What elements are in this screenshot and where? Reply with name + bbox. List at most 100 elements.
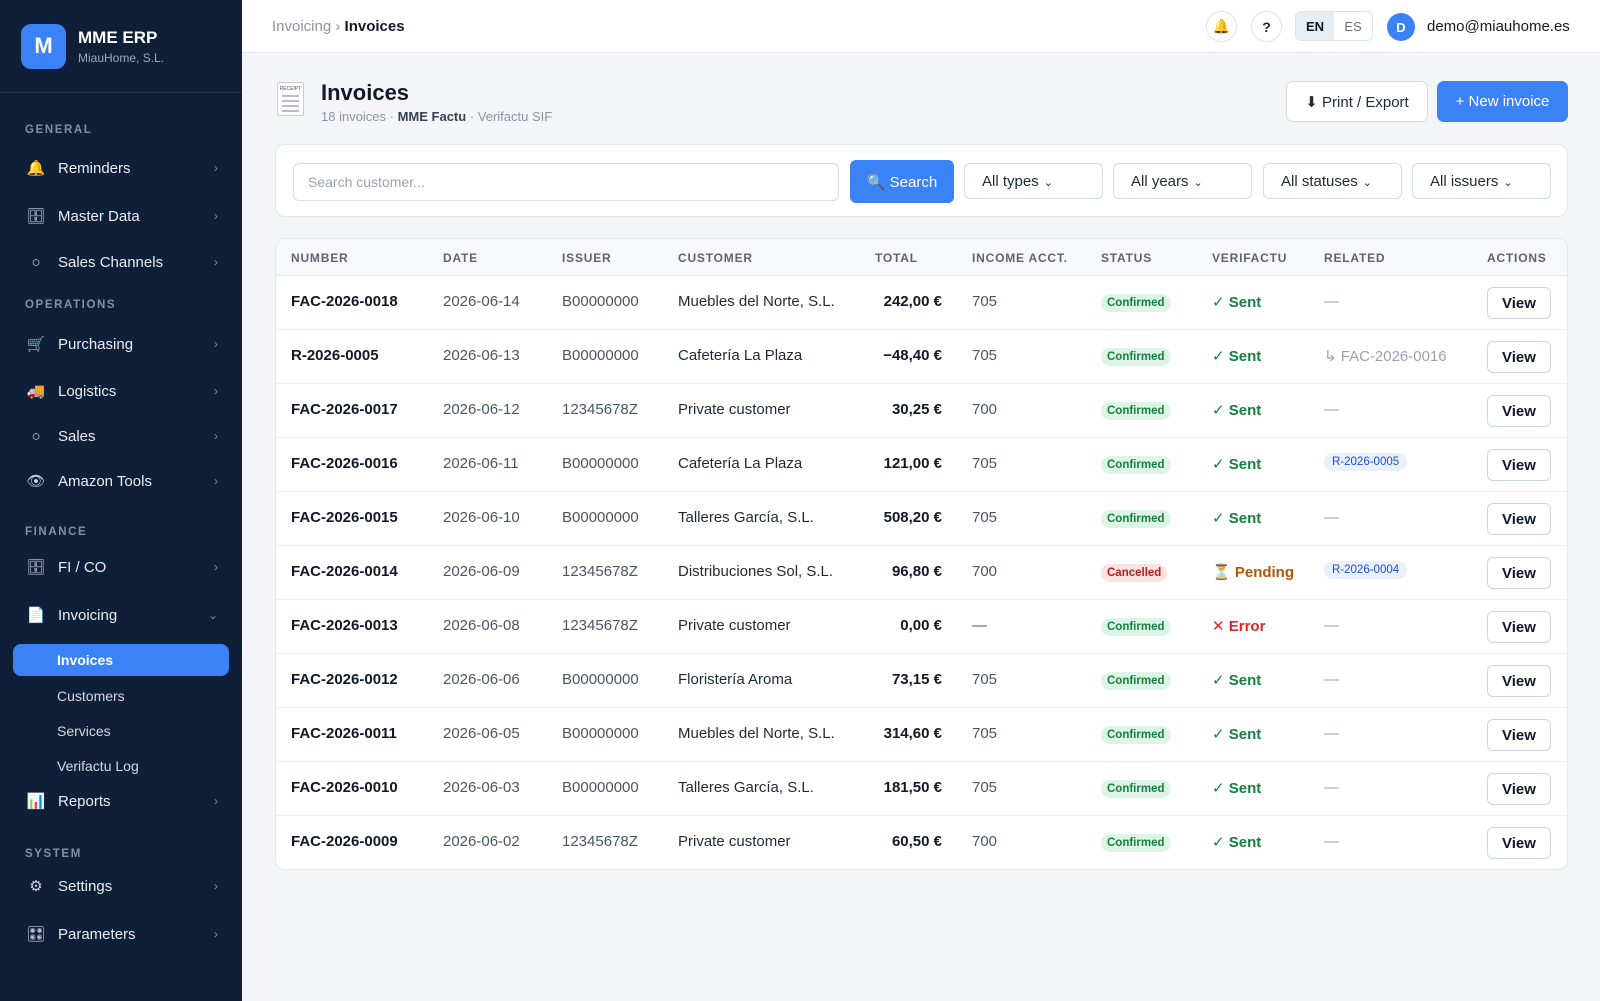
breadcrumb: Invoicing › Invoices	[272, 18, 405, 35]
view-invoice-button[interactable]: View	[1487, 503, 1551, 535]
sidebar-subitem-customers[interactable]: Customers	[13, 680, 229, 712]
avatar[interactable]: D	[1387, 13, 1415, 41]
new-invoice-button[interactable]: + New invoice	[1437, 81, 1568, 122]
invoice-date: 2026-06-10	[443, 509, 520, 526]
sidebar-item-amazon-tools[interactable]: 👁 Amazon Tools ›	[0, 461, 242, 501]
column-header-number[interactable]: NUMBER	[291, 251, 349, 265]
table-row[interactable]: FAC-2026-0012 2026-06-06 B00000000 Floriste…	[276, 654, 1567, 708]
related-invoice-link[interactable]: R-2026-0004	[1324, 561, 1408, 579]
print-export-button[interactable]: ⬇ Print / Export	[1286, 81, 1428, 122]
table-row[interactable]: FAC-2026-0018 2026-06-14 B00000000 Muebles …	[276, 276, 1567, 330]
invoice-number[interactable]: FAC-2026-0011	[291, 725, 397, 742]
invoice-number[interactable]: FAC-2026-0015	[291, 509, 398, 526]
view-invoice-button[interactable]: View	[1487, 557, 1551, 589]
invoice-issuer: 12345678Z	[562, 617, 638, 634]
view-invoice-button[interactable]: View	[1487, 341, 1551, 373]
notifications-button[interactable]: 🔔	[1206, 11, 1237, 42]
view-invoice-button[interactable]: View	[1487, 827, 1551, 859]
column-header-income-account[interactable]: INCOME ACCT.	[972, 251, 1068, 265]
column-header-customer[interactable]: CUSTOMER	[678, 251, 753, 265]
sidebar-item-label: Reports	[58, 792, 111, 810]
user-email[interactable]: demo@miauhome.es	[1427, 18, 1570, 35]
help-button[interactable]: ?	[1251, 11, 1282, 42]
view-invoice-button[interactable]: View	[1487, 665, 1551, 697]
table-row[interactable]: FAC-2026-0010 2026-06-03 B00000000 Talleres…	[276, 762, 1567, 816]
table-row[interactable]: FAC-2026-0009 2026-06-02 12345678Z Private …	[276, 816, 1567, 869]
circle-icon: ○	[31, 253, 41, 271]
lang-en-button[interactable]: EN	[1296, 12, 1334, 40]
sidebar-item-settings[interactable]: ⚙ Settings ›	[0, 866, 242, 906]
table-row[interactable]: FAC-2026-0015 2026-06-10 B00000000 Talleres…	[276, 492, 1567, 546]
view-invoice-button[interactable]: View	[1487, 773, 1551, 805]
column-header-issuer[interactable]: ISSUER	[562, 251, 612, 265]
lang-es-button[interactable]: ES	[1344, 18, 1362, 34]
related-invoice-link[interactable]: R-2026-0005	[1324, 453, 1408, 471]
view-invoice-button[interactable]: View	[1487, 719, 1551, 751]
sidebar-subitem-invoices[interactable]: Invoices	[13, 644, 229, 676]
invoice-number[interactable]: FAC-2026-0016	[291, 455, 398, 472]
sidebar-item-sales[interactable]: ○ Sales ›	[0, 416, 242, 456]
invoice-total: 30,25 €	[891, 401, 942, 418]
related-cell: R-2026-0004	[1324, 560, 1408, 579]
table-row[interactable]: FAC-2026-0011 2026-06-05 B00000000 Muebles …	[276, 708, 1567, 762]
sidebar-item-logistics[interactable]: 🚚 Logistics ›	[0, 371, 242, 411]
invoice-number[interactable]: FAC-2026-0013	[291, 617, 398, 634]
sidebar-item-fi-co[interactable]: 🗄 FI / CO ›	[0, 547, 242, 587]
issuer-filter-select[interactable]: All issuers ⌄	[1412, 163, 1551, 199]
invoice-total: 181,50 €	[883, 779, 942, 796]
sif-label: · Verifactu SIF	[466, 109, 553, 124]
status-cell: Confirmed	[1101, 725, 1171, 744]
view-invoice-button[interactable]: View	[1487, 287, 1551, 319]
chevron-right-icon: ›	[214, 337, 218, 351]
invoice-number[interactable]: FAC-2026-0012	[291, 671, 398, 688]
column-header-verifactu[interactable]: VERIFACTU	[1212, 251, 1288, 265]
invoice-number[interactable]: FAC-2026-0009	[291, 833, 398, 850]
view-invoice-button[interactable]: View	[1487, 449, 1551, 481]
sidebar-item-parameters[interactable]: 🎛 Parameters ›	[0, 914, 242, 954]
column-header-related[interactable]: RELATED	[1324, 251, 1386, 265]
table-row[interactable]: R-2026-0005 2026-06-13 B00000000 Cafetería …	[276, 330, 1567, 384]
invoice-issuer: 12345678Z	[562, 401, 638, 418]
type-filter-select[interactable]: All types ⌄	[964, 163, 1103, 199]
related-invoice[interactable]: ↳ FAC-2026-0016	[1324, 348, 1447, 365]
invoice-total: 121,00 €	[883, 455, 942, 472]
sidebar-subitem-services[interactable]: Services	[13, 715, 229, 747]
column-header-total[interactable]: TOTAL	[875, 251, 918, 265]
column-header-date[interactable]: DATE	[443, 251, 478, 265]
related-cell: —	[1324, 779, 1339, 796]
invoice-number[interactable]: R-2026-0005	[291, 347, 379, 364]
table-row[interactable]: FAC-2026-0013 2026-06-08 12345678Z Private …	[276, 600, 1567, 654]
verifactu-status: ✕ Error	[1212, 618, 1266, 635]
view-invoice-button[interactable]: View	[1487, 611, 1551, 643]
year-filter-select[interactable]: All years ⌄	[1113, 163, 1252, 199]
filter-bar: 🔍 Search All types ⌄ All years ⌄ All statu…	[275, 144, 1568, 217]
invoice-number[interactable]: FAC-2026-0010	[291, 779, 398, 796]
related-cell: —	[1324, 617, 1339, 634]
status-cell: Confirmed	[1101, 617, 1171, 636]
sidebar-item-invoicing[interactable]: 📄 Invoicing ⌄	[0, 595, 242, 635]
view-invoice-button[interactable]: View	[1487, 395, 1551, 427]
sidebar-item-reports[interactable]: 📊 Reports ›	[0, 781, 242, 821]
breadcrumb-parent[interactable]: Invoicing	[272, 18, 332, 35]
status-cell: Confirmed	[1101, 671, 1171, 690]
table-row[interactable]: FAC-2026-0016 2026-06-11 B00000000 Cafeterí…	[276, 438, 1567, 492]
invoice-number[interactable]: FAC-2026-0018	[291, 293, 398, 310]
invoice-number[interactable]: FAC-2026-0017	[291, 401, 398, 418]
search-customer-input[interactable]	[293, 163, 839, 201]
sidebar-item-master-data[interactable]: 🗄 Master Data ›	[0, 196, 242, 236]
sidebar-item-sales-channels[interactable]: ○ Sales Channels ›	[0, 242, 242, 282]
sidebar-item-purchasing[interactable]: 🛒 Purchasing ›	[0, 324, 242, 364]
actions-cell: View	[1487, 503, 1551, 535]
invoice-number[interactable]: FAC-2026-0014	[291, 563, 398, 580]
table-row[interactable]: FAC-2026-0017 2026-06-12 12345678Z Private …	[276, 384, 1567, 438]
sidebar-item-label: Purchasing	[58, 335, 134, 353]
sidebar-item-reminders[interactable]: 🔔 Reminders ›	[0, 148, 242, 188]
status-filter-select[interactable]: All statuses ⌄	[1263, 163, 1402, 199]
column-header-status[interactable]: STATUS	[1101, 251, 1153, 265]
brand[interactable]: M MME ERP MiauHome, S.L.	[0, 0, 242, 93]
related-invoice: —	[1324, 293, 1339, 310]
sidebar-subitem-verifactu-log[interactable]: Verifactu Log	[13, 750, 229, 782]
table-row[interactable]: FAC-2026-0014 2026-06-09 12345678Z Distribu…	[276, 546, 1567, 600]
verifactu-status: ⏳ Pending	[1212, 564, 1295, 581]
search-button[interactable]: 🔍 Search	[850, 160, 954, 203]
